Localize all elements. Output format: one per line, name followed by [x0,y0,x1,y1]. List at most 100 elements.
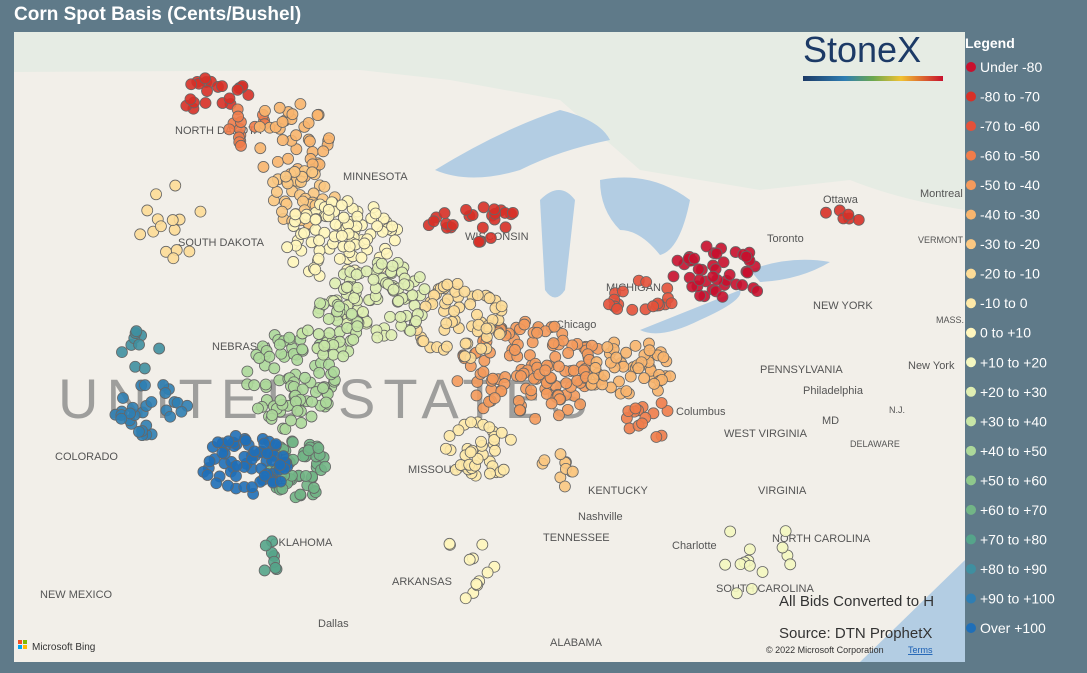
bid-dot [312,252,325,265]
bid-dot [258,564,271,577]
bid-dot [299,371,311,384]
bid-dot [719,558,732,571]
bid-dot [281,241,294,254]
bid-dot [201,469,214,481]
bid-dot [306,166,319,179]
bid-dot [201,85,213,97]
place-label: Philadelphia [803,385,864,397]
bid-dot [688,252,701,265]
place-label: ALABAMA [550,637,603,649]
bid-dot [299,470,312,482]
bid-dot [267,176,280,189]
bid-dot [460,203,472,216]
bid-dot [539,364,552,377]
terms-link[interactable]: Terms [908,645,933,655]
legend-marker [966,327,976,338]
bid-dot [392,295,405,307]
bid-dot [312,442,325,454]
bid-dot [620,346,633,359]
bid-dot [493,328,506,341]
bid-dot [475,435,487,448]
legend-label: +70 to +80 [980,531,1047,547]
bid-dot [531,326,543,339]
bid-dot [231,83,244,96]
place-label: NEW MEXICO [40,589,113,601]
bid-dot [129,360,142,373]
bid-dot [566,465,579,478]
legend-label: Over +100 [980,620,1046,636]
bid-dot [308,482,320,494]
place-label: Charlotte [672,540,717,552]
bid-dot [216,80,228,93]
bid-dot [203,455,216,468]
bid-dot [348,292,361,304]
legend-marker [966,62,976,72]
bid-dot [484,467,496,480]
place-label: MINNESOTA [343,171,408,183]
bid-dot [248,379,261,392]
place-label: COLORADO [55,451,118,463]
bid-dot [459,337,472,350]
bid-dot [385,329,398,342]
bid-dot [311,109,324,122]
bid-dot [289,208,302,221]
bid-dot [283,331,296,344]
bid-dot [589,362,602,374]
bid-dot [337,211,350,224]
bid-dot [274,459,286,471]
bid-dot [318,339,331,352]
legend-marker [966,504,976,515]
bid-dot [380,247,393,260]
bid-dot [371,331,384,344]
bid-dot [270,438,282,450]
bid-dot [736,279,749,291]
bid-dot [458,285,471,298]
bid-dot [665,297,678,310]
bid-dot [598,369,611,382]
place-label: VERMONT [918,235,964,245]
bid-dot [358,237,371,250]
bid-dot [369,207,382,220]
legend-label: Under -80 [980,59,1042,75]
bid-dot [610,351,623,364]
place-label: New York [908,360,955,372]
bid-dot [263,350,276,363]
bid-dot [279,170,292,183]
bid-dot [345,307,358,320]
bid-dot [211,436,224,449]
bid-dot [273,101,286,114]
bid-dot [276,116,289,128]
bid-dot [299,212,312,225]
bid-dot [483,292,496,305]
bid-dot [636,417,648,430]
bid-dot [290,129,302,142]
bid-dot [347,333,360,346]
bid-dot [700,240,713,253]
bid-dot [463,553,476,566]
bid-dot [134,228,147,241]
bid-dot [638,372,650,385]
legend-label: +80 to +90 [980,561,1047,577]
legend-label: +40 to +50 [980,443,1047,459]
bid-dot [246,481,258,494]
bid-dot [274,394,287,407]
bid-dot [312,328,325,340]
bid-dot [313,234,325,247]
place-label: Toronto [767,233,804,245]
bid-dot [199,97,212,109]
bid-dot [620,385,633,398]
bid-dot [232,110,244,123]
bid-dot [351,320,364,333]
bid-dot [716,290,729,303]
bid-dot [305,410,318,423]
bid-dot [481,566,494,579]
bid-dot [524,349,536,362]
bid-dot [294,98,307,110]
legend-marker [966,150,976,161]
bid-dot [150,188,162,201]
source-note: Source: DTN ProphetX [779,625,932,642]
bid-dot [115,412,128,425]
bid-dot [518,318,531,331]
legend-label: +60 to +70 [980,502,1047,518]
bid-dot [185,78,198,91]
